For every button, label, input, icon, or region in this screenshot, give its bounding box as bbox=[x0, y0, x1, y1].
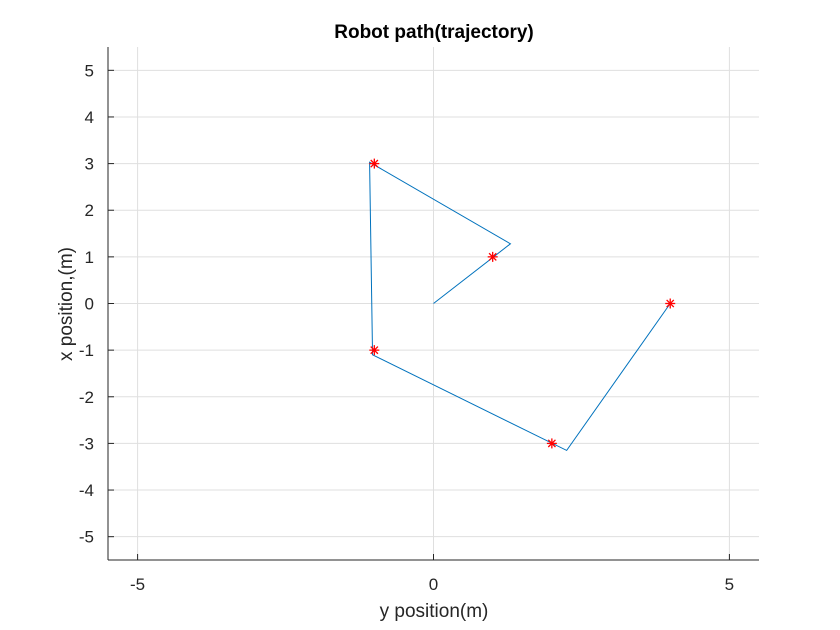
y-tick-label: -3 bbox=[79, 434, 94, 453]
y-tick-label: -1 bbox=[79, 341, 94, 360]
y-axis-label: x position,(m) bbox=[56, 247, 77, 361]
trajectory-line bbox=[369, 161, 671, 452]
y-tick-label: 0 bbox=[85, 295, 94, 314]
x-tick-label: 0 bbox=[429, 575, 438, 594]
y-tick-label: -4 bbox=[79, 481, 94, 500]
waypoint-marker bbox=[546, 438, 557, 449]
y-tick-label: -2 bbox=[79, 388, 94, 407]
tick-marks: -5 0 5 5 4 3 2 1 0 -1 -2 -3 -4 -5 bbox=[79, 61, 734, 594]
y-tick-label: 1 bbox=[85, 248, 94, 267]
x-tick-label: 5 bbox=[725, 575, 734, 594]
y-tick-label: 3 bbox=[85, 155, 94, 174]
y-tick-label: -5 bbox=[79, 528, 94, 547]
grid-lines bbox=[108, 47, 759, 560]
waypoint-marker bbox=[369, 345, 380, 356]
waypoint-marker bbox=[487, 251, 498, 262]
waypoint-marker bbox=[369, 158, 380, 169]
y-tick-label: 5 bbox=[85, 61, 94, 80]
y-tick-label: 4 bbox=[85, 108, 94, 127]
series-layer bbox=[369, 161, 671, 452]
chart-title: Robot path(trajectory) bbox=[334, 22, 534, 43]
x-tick-label: -5 bbox=[130, 575, 145, 594]
y-tick-label: 2 bbox=[85, 201, 94, 220]
waypoint-marker bbox=[665, 298, 676, 309]
x-axis-label: y position(m) bbox=[380, 601, 489, 622]
marker-layer bbox=[369, 158, 676, 449]
